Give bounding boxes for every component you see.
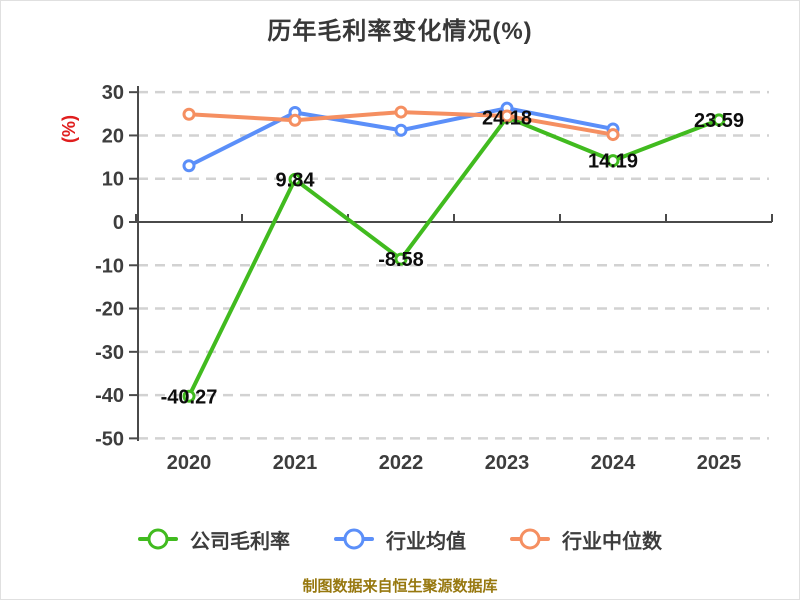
- data-point: [606, 154, 620, 168]
- data-point: [712, 113, 726, 127]
- chart-title: 历年毛利率变化情况(%): [267, 18, 533, 45]
- data-point: [288, 172, 302, 186]
- point-value-label: 24.18: [482, 107, 532, 129]
- legend-label-industry-mean: 行业均值: [386, 530, 466, 553]
- data-point: [500, 109, 514, 123]
- legend-marker-company-margin-icon: [138, 527, 178, 551]
- y-tick-label: -40: [95, 385, 124, 407]
- plot-area: 30 20 10 0 -10 -20 -30 -40 -50 2020 2021 2022 2023 20…: [59, 82, 773, 474]
- y-tick-label: -20: [95, 299, 124, 321]
- x-tick-label: 2020: [167, 452, 212, 474]
- y-tick-label: -30: [95, 342, 124, 364]
- x-tick-label: 2023: [485, 452, 530, 474]
- x-tick-label: 2024: [591, 452, 636, 474]
- x-tick-label: 2022: [379, 452, 424, 474]
- x-tick-label: 2025: [697, 452, 742, 474]
- legend-item-industry-median: 行业中位数: [510, 525, 662, 554]
- legend-label-industry-median: 行业中位数: [562, 530, 662, 553]
- point-value-label: -8.58: [378, 249, 424, 271]
- y-tick-label: -10: [95, 255, 124, 277]
- y-tick-label: 20: [102, 125, 124, 147]
- x-tick-label: 2021: [273, 452, 318, 474]
- data-point: [394, 252, 408, 266]
- data-point: [288, 113, 302, 127]
- y-axis-label: (%): [59, 115, 79, 143]
- legend-item-industry-mean: 行业均值: [334, 525, 466, 554]
- data-point: [394, 105, 408, 119]
- data-point: [394, 123, 408, 137]
- legend-item-company-margin: 公司毛利率: [138, 525, 290, 554]
- y-tick-label: 0: [113, 212, 124, 234]
- y-tick-label: -50: [95, 428, 124, 450]
- footer-note: 制图数据来自恒生聚源数据库: [302, 578, 498, 595]
- legend-marker-industry-median-icon: [510, 527, 550, 551]
- y-tick-label: 30: [102, 82, 124, 104]
- legend: 公司毛利率 行业均值 行业中位数: [1, 523, 799, 555]
- point-value-label: -40.27: [161, 386, 218, 408]
- legend-label-company-margin: 公司毛利率: [190, 530, 290, 553]
- legend-marker-industry-mean-icon: [334, 527, 374, 551]
- point-value-label: 23.59: [694, 110, 744, 132]
- data-point: [182, 159, 196, 173]
- series-line-0: [187, 115, 720, 398]
- point-value-label: 9.84: [276, 169, 316, 191]
- point-value-label: 14.19: [588, 151, 638, 173]
- data-point: [182, 389, 196, 403]
- data-point: [606, 128, 620, 142]
- data-point: [182, 107, 196, 121]
- y-tick-label: 10: [102, 169, 124, 191]
